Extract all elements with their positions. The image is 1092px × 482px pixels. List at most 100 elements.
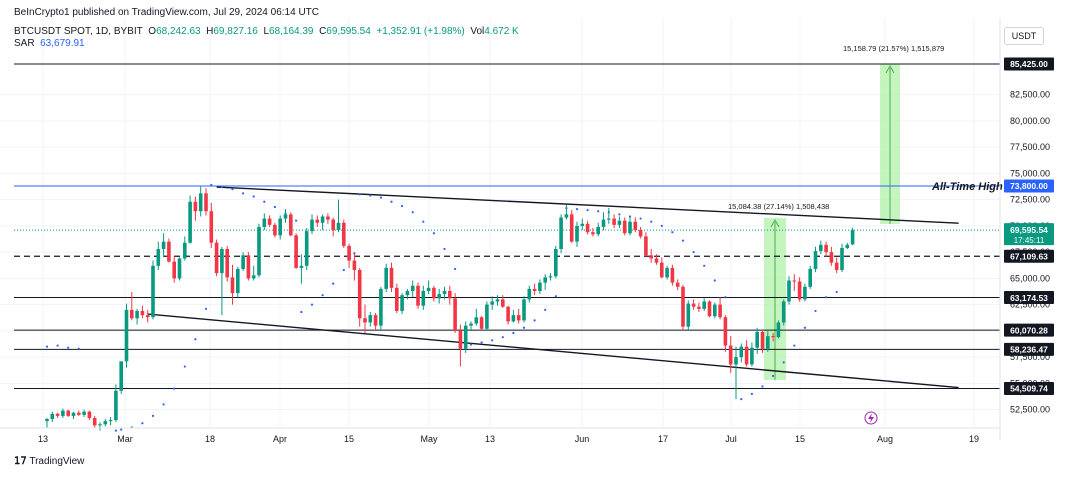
candle-body (220, 248, 224, 274)
candle-body (479, 317, 484, 329)
candle-body (379, 288, 383, 326)
currency-button[interactable]: USDT (1004, 27, 1044, 45)
candle-body (654, 258, 659, 263)
low-label: L (263, 26, 269, 37)
sar-dot (522, 326, 526, 329)
open-value: 68,242.63 (156, 26, 201, 37)
candle-body (230, 277, 235, 294)
sar-dot (681, 239, 685, 242)
candle-body (50, 413, 55, 420)
candle-body (453, 298, 457, 331)
sar-dot (825, 296, 828, 299)
sar-dot (713, 279, 716, 282)
candle-body (850, 230, 855, 245)
candle-body (363, 318, 367, 323)
price-tick-label: 57,500.00 (1010, 352, 1050, 362)
candle-body (697, 306, 701, 309)
sar-dot (422, 220, 425, 223)
candle-body (760, 331, 765, 349)
candle-body (347, 245, 351, 261)
candle-body (273, 224, 277, 236)
candle-body (781, 301, 786, 323)
level-tag: 54,509.74 (1010, 384, 1048, 394)
tradingview-brand[interactable]: 𝟣𝟩 TradingView (14, 456, 84, 467)
candle-body (299, 265, 304, 268)
sar-dot (724, 296, 727, 299)
price-tick-label: 52,500.00 (1010, 405, 1050, 415)
sar-dot (141, 422, 144, 425)
candle-body (755, 331, 759, 348)
candle-body (596, 226, 600, 235)
level-tag: 67,109.63 (1010, 251, 1048, 261)
level-tag: 85,425.00 (1010, 59, 1048, 69)
sar-dot (480, 341, 483, 344)
candle-body (61, 410, 65, 416)
candlesticks (45, 186, 855, 431)
last-price-tag: 69,595.54 (1010, 225, 1048, 235)
sar-dot (342, 268, 345, 272)
candle-body (198, 193, 203, 212)
sar-dot (671, 231, 674, 234)
candle-body (236, 268, 240, 294)
candle-body (501, 299, 505, 307)
candle-body (474, 317, 479, 324)
price-tick-label: 72,500.00 (1010, 195, 1050, 205)
time-tick-label: 15 (795, 434, 805, 444)
sar-dot (114, 429, 117, 432)
candle-body (352, 260, 357, 270)
sar-dot (358, 193, 361, 196)
candle-body (622, 220, 627, 234)
close-label: C (319, 26, 327, 37)
sar-dot (740, 397, 743, 401)
time-axis[interactable]: 13 Mar 18 Apr 15 May 13 Jun 17 Jul 15 Aug 19 (0, 427, 1000, 444)
sar-dot (194, 338, 197, 341)
sar-dot (173, 387, 176, 390)
candle-body (792, 280, 797, 282)
sar-label: SAR (14, 38, 35, 49)
candle-body (681, 286, 685, 327)
publisher-line: BeInCrypto1 published on TradingView.com… (14, 7, 319, 18)
candle-body (209, 211, 214, 243)
candle-body (601, 219, 606, 227)
candle-body (87, 411, 92, 418)
candle-body (214, 242, 219, 274)
candle-body (267, 218, 272, 225)
candle-body (304, 231, 309, 266)
time-tick-label: 13 (38, 434, 48, 444)
sar-dot (162, 403, 165, 406)
price-tick-label: 80,000.00 (1010, 116, 1050, 126)
candle-body (283, 214, 288, 219)
candle-body (172, 261, 176, 279)
candle-body (665, 267, 669, 278)
symbol-legend[interactable]: BTCUSDT SPOT, 1D, BYBIT O68,242.63 H69,8… (14, 26, 519, 37)
candle-body (257, 226, 261, 276)
sar-dot (120, 428, 123, 431)
brand-label: TradingView (29, 456, 85, 467)
level-tag-bg (1004, 291, 1054, 305)
sar-dot (533, 319, 536, 322)
candle-body (225, 248, 229, 278)
candle-body (543, 277, 547, 283)
candle-body (320, 216, 325, 223)
candle-body (660, 262, 664, 278)
candle-body (771, 336, 775, 338)
sar-legend[interactable]: SAR 63,679.91 (14, 38, 85, 49)
time-tick-label: Jun (575, 434, 590, 444)
chart-grid (0, 18, 1000, 428)
sar-dot (151, 414, 155, 417)
sar-dot (300, 310, 303, 314)
sar-dot (703, 264, 706, 267)
lightning-icon[interactable] (864, 411, 878, 425)
sar-dot (650, 220, 653, 223)
time-tick-label: 17 (658, 434, 668, 444)
candle-body (723, 317, 728, 346)
time-tick-label: Aug (877, 434, 893, 444)
sar-dot (321, 294, 324, 297)
candle-body (45, 419, 49, 422)
candle-body (135, 310, 139, 319)
candle-body (241, 255, 245, 269)
channel-line-upper (216, 186, 959, 224)
candle-body (728, 345, 733, 365)
candle-body (612, 218, 616, 225)
